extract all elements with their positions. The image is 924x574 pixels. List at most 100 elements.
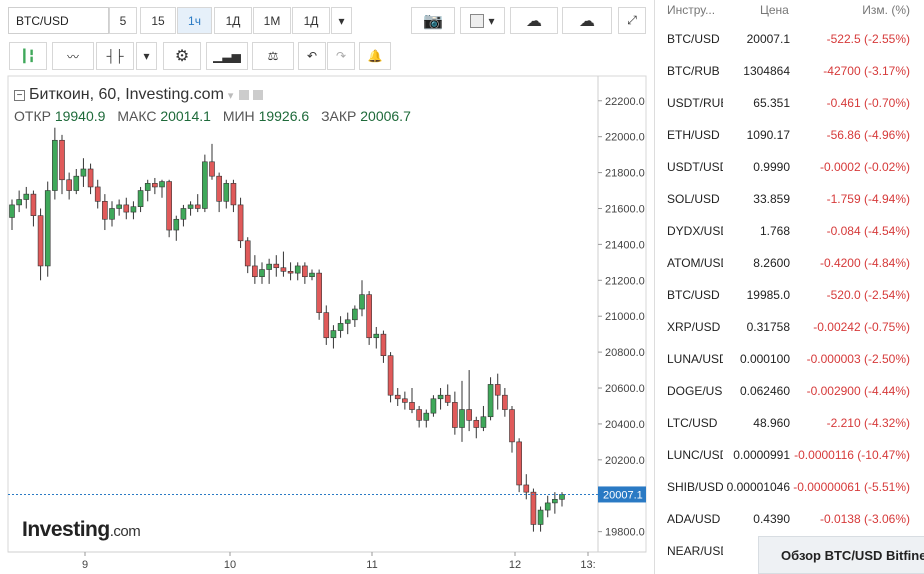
candle-body — [23, 193, 30, 200]
table-row[interactable]: SHIB/USD 0.00001046 -0.00000061 (-5.51%) — [656, 471, 924, 503]
row-symbol[interactable]: USDT/RUB — [667, 96, 723, 110]
interval-5[interactable]: 5 — [109, 7, 137, 34]
row-change: -0.00000061 (-5.51%) — [793, 480, 910, 494]
table-row[interactable]: XRP/USD 0.31758 -0.00242 (-0.75%) — [656, 311, 924, 343]
candle-body — [137, 190, 144, 207]
row-symbol[interactable]: BTC/RUB — [667, 64, 720, 78]
y-tick-label: 21200.0 — [605, 275, 645, 287]
indicators-dropdown[interactable]: ▾ — [136, 42, 157, 70]
x-tick-label: 13: — [580, 559, 595, 571]
candles-button[interactable]: ┃╏ — [9, 42, 47, 70]
interval-1m[interactable]: 1М — [253, 7, 291, 34]
candle-body — [123, 204, 130, 213]
interval-more-button[interactable]: ▾ — [331, 7, 352, 34]
table-row[interactable]: BTC/USD 20007.1 -522.5 (-2.55%) — [656, 23, 924, 55]
row-symbol[interactable]: DYDX/USD — [667, 224, 723, 238]
load-layout-button[interactable]: ☁ — [510, 7, 558, 34]
table-row[interactable]: BTC/USD 19985.0 -520.0 (-2.54%) — [656, 279, 924, 311]
row-symbol[interactable]: SHIB/USD — [667, 480, 723, 494]
candle-body — [352, 308, 358, 321]
table-row[interactable]: LUNA/USD 0.000100 -0.000003 (-2.50%) — [656, 343, 924, 375]
compare-button[interactable]: ⚖ — [252, 42, 294, 70]
candle-body — [359, 294, 365, 310]
histogram-icon: ▁▃▅ — [213, 49, 241, 63]
candle-body — [380, 333, 387, 357]
high-label: МАКС — [117, 108, 157, 124]
eye-icon[interactable] — [239, 90, 250, 100]
row-symbol[interactable]: ETH/USD — [667, 128, 720, 142]
row-price: 1090.17 — [746, 128, 790, 142]
overview-button[interactable]: Обзор BTC/USD Bitfinex — [758, 536, 924, 574]
row-symbol[interactable]: XRP/USD — [667, 320, 721, 334]
save-layout-button[interactable]: ☁ — [562, 7, 612, 34]
table-row[interactable]: USDT/USD 0.9990 -0.0002 (-0.02%) — [656, 151, 924, 183]
table-row[interactable]: USDT/RUB 65.351 -0.461 (-0.70%) — [656, 87, 924, 119]
row-change: -2.210 (-4.32%) — [826, 416, 910, 430]
row-symbol[interactable]: LUNC/USD — [667, 448, 723, 462]
row-price: 20007.1 — [746, 32, 790, 46]
row-symbol[interactable]: USDT/USD — [667, 160, 723, 174]
fullscreen-button[interactable]: ⤢ — [618, 7, 646, 34]
x-tick-label: 9 — [82, 559, 88, 571]
y-tick-label: 20400.0 — [605, 419, 645, 431]
symbol-input[interactable]: BTC/USD — [8, 7, 109, 34]
row-symbol[interactable]: ATOM/USD — [667, 256, 723, 270]
table-row[interactable]: LUNC/USD 0.0000991 -0.0000116 (-10.47%) — [656, 439, 924, 471]
row-symbol[interactable]: SOL/USD — [667, 192, 720, 206]
column-header-price[interactable]: Цена — [760, 3, 789, 17]
chart-style-button[interactable]: ▾ — [460, 7, 505, 34]
candle-body — [309, 272, 315, 278]
candle-body — [337, 323, 344, 331]
interval-1d-dropdown[interactable]: 1Д — [292, 7, 330, 34]
row-symbol[interactable]: LTC/USD — [667, 416, 718, 430]
alert-button[interactable]: 🔔 — [359, 42, 391, 70]
close-label: ЗАКР — [321, 108, 357, 124]
column-header-change[interactable]: Изм. (%) — [862, 3, 910, 17]
candle-body — [94, 186, 101, 202]
interval-1d[interactable]: 1Д — [214, 7, 252, 34]
candle-body — [223, 183, 230, 202]
candle-body — [294, 265, 301, 274]
table-row[interactable]: DYDX/USD 1.768 -0.084 (-4.54%) — [656, 215, 924, 247]
gear-icon[interactable] — [253, 90, 264, 100]
table-row[interactable]: ATOM/USD 8.2600 -0.4200 (-4.84%) — [656, 247, 924, 279]
table-row[interactable]: SOL/USD 33.859 -1.759 (-4.94%) — [656, 183, 924, 215]
legend-dropdown-icon[interactable]: ▾ — [227, 89, 234, 102]
settings-button[interactable]: ⚙ — [163, 42, 201, 70]
row-symbol[interactable]: NEAR/USD — [667, 544, 723, 558]
studies-button[interactable]: ▁▃▅ — [206, 42, 248, 70]
table-row[interactable]: LTC/USD 48.960 -2.210 (-4.32%) — [656, 407, 924, 439]
chevron-down-icon: ▾ — [488, 13, 495, 28]
table-row[interactable]: ETH/USD 1090.17 -56.86 (-4.96%) — [656, 119, 924, 151]
undo-button[interactable]: ↶ — [298, 42, 326, 70]
candle-body — [273, 263, 280, 269]
indicators-button[interactable]: ┤├ — [96, 42, 134, 70]
row-change: -0.000003 (-2.50%) — [806, 352, 910, 366]
candle-body — [216, 175, 222, 202]
candle-body — [187, 204, 194, 209]
interval-1h[interactable]: 1ч — [177, 7, 212, 34]
candle-body — [502, 394, 508, 410]
low-label: МИН — [222, 108, 255, 124]
y-tick-label: 21400.0 — [605, 239, 645, 251]
collapse-legend-icon[interactable]: − — [14, 89, 25, 101]
column-header-symbol[interactable]: Инстру... — [667, 3, 716, 17]
row-price: 0.4390 — [753, 512, 790, 526]
candle-body — [509, 409, 515, 443]
line-chart-button[interactable]: 〰 — [52, 42, 94, 70]
row-price: 0.00001046 — [726, 480, 790, 494]
row-symbol[interactable]: LUNA/USD — [667, 352, 723, 366]
row-symbol[interactable]: BTC/USD — [667, 288, 720, 302]
table-row[interactable]: ADA/USD 0.4390 -0.0138 (-3.06%) — [656, 503, 924, 535]
candle-body — [480, 416, 487, 428]
interval-15[interactable]: 15 — [140, 7, 176, 34]
row-symbol[interactable]: BTC/USD — [667, 32, 720, 46]
row-symbol[interactable]: DOGE/USD — [667, 384, 723, 398]
snapshot-button[interactable]: 📷 — [411, 7, 455, 34]
redo-button[interactable]: ↷ — [327, 42, 355, 70]
candle-body — [423, 412, 430, 421]
row-symbol[interactable]: ADA/USD — [667, 512, 721, 526]
table-row[interactable]: BTC/RUB 1304864 -42700 (-3.17%) — [656, 55, 924, 87]
table-row[interactable]: DOGE/USD 0.062460 -0.002900 (-4.44%) — [656, 375, 924, 407]
chevron-down-icon: ▾ — [143, 49, 150, 63]
